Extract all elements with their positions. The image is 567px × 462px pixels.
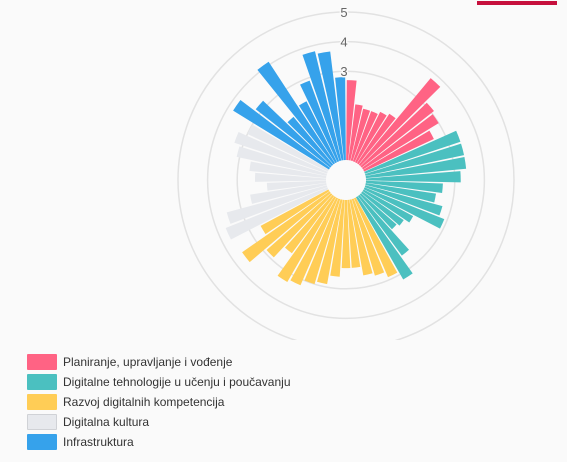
bar-0-7[interactable] xyxy=(360,102,434,168)
legend-swatch xyxy=(27,353,57,370)
bar-0-3[interactable] xyxy=(352,111,378,162)
header-accent-bar xyxy=(477,1,557,5)
bar-0-4[interactable] xyxy=(354,111,387,164)
bar-1-10[interactable] xyxy=(359,193,397,230)
bar-3-8[interactable] xyxy=(247,124,329,172)
bar-4-3[interactable] xyxy=(257,61,336,165)
bar-4-5[interactable] xyxy=(300,80,340,162)
bar-2-6[interactable] xyxy=(316,199,343,285)
legend-label: Planiranje, upravljanje i vođenje xyxy=(63,354,233,369)
bar-0-2[interactable] xyxy=(350,108,371,162)
legend-label: Digitalne tehnologije u učenju i poučava… xyxy=(63,374,291,389)
legend-label: Razvoj digitalnih kompetencija xyxy=(63,394,225,409)
bar-4-4[interactable] xyxy=(298,101,338,164)
bar-4-1[interactable] xyxy=(255,100,332,168)
bar-1-11[interactable] xyxy=(357,194,410,256)
bar-1-2[interactable] xyxy=(365,156,467,179)
legend-swatch xyxy=(27,413,57,430)
bar-1-8[interactable] xyxy=(362,189,414,223)
bar-2-8[interactable] xyxy=(290,197,339,286)
bar-3-4[interactable] xyxy=(254,172,327,182)
bar-2-1[interactable] xyxy=(351,198,385,276)
legend-swatch xyxy=(27,393,57,410)
bar-2-2[interactable] xyxy=(349,199,373,276)
bar-0-8[interactable] xyxy=(361,114,439,170)
bar-3-7[interactable] xyxy=(234,131,328,174)
legend-item-4[interactable]: Infrastruktura xyxy=(27,432,291,451)
tick-label-5: 5 xyxy=(340,5,347,20)
legend-swatch xyxy=(27,373,57,390)
chart-legend: Planiranje, upravljanje i vođenje Digital… xyxy=(27,352,291,452)
grid-circle-4 xyxy=(206,40,486,320)
legend-swatch xyxy=(27,433,57,450)
tick-label-3: 3 xyxy=(340,64,347,79)
bar-2-5[interactable] xyxy=(330,199,345,277)
bar-2-13[interactable] xyxy=(260,189,330,235)
legend-label: Digitalna kultura xyxy=(63,414,150,429)
bar-1-4[interactable] xyxy=(365,180,443,194)
bar-0-1[interactable] xyxy=(348,104,363,161)
bar-1-7[interactable] xyxy=(363,187,445,229)
polar-area-chart: 3 4 5 xyxy=(177,4,515,340)
bar-1-12[interactable] xyxy=(355,196,413,280)
bar-2-0[interactable] xyxy=(353,197,398,278)
bar-2-12[interactable] xyxy=(242,191,331,263)
polar-chart: 3 4 5 xyxy=(177,4,515,340)
bar-4-6[interactable] xyxy=(302,51,342,162)
bar-2-11[interactable] xyxy=(266,193,333,258)
bar-0-0[interactable] xyxy=(346,80,357,161)
legend-item-1[interactable]: Digitalne tehnologije u učenju i poučava… xyxy=(27,372,291,391)
bar-1-1[interactable] xyxy=(365,143,465,176)
bar-3-5[interactable] xyxy=(249,161,327,179)
legend-label: Infrastruktura xyxy=(63,434,134,449)
bar-2-4[interactable] xyxy=(341,199,351,269)
bar-0-9[interactable] xyxy=(363,130,434,172)
bar-0-5[interactable] xyxy=(356,113,396,165)
bar-4-7[interactable] xyxy=(317,51,344,161)
bar-4-8[interactable] xyxy=(335,77,346,161)
tick-label-4: 4 xyxy=(340,35,347,50)
bar-3-0[interactable] xyxy=(225,187,329,240)
bar-4-2[interactable] xyxy=(287,116,334,166)
grid-circle-5 xyxy=(177,11,515,340)
bar-2-3[interactable] xyxy=(347,199,361,268)
bar-0-6[interactable] xyxy=(358,78,441,166)
bar-1-0[interactable] xyxy=(364,130,461,174)
bar-1-9[interactable] xyxy=(361,191,404,226)
bar-2-9[interactable] xyxy=(277,196,337,283)
legend-item-2[interactable]: Razvoj digitalnih kompetencija xyxy=(27,392,291,411)
bar-1-3[interactable] xyxy=(365,171,461,183)
bar-4-0[interactable] xyxy=(233,99,331,170)
bar-3-6[interactable] xyxy=(236,146,327,176)
bar-3-3[interactable] xyxy=(266,180,327,191)
bar-1-6[interactable] xyxy=(364,185,443,216)
bar-1-5[interactable] xyxy=(365,183,437,203)
legend-item-0[interactable]: Planiranje, upravljanje i vođenje xyxy=(27,352,291,371)
legend-item-3[interactable]: Digitalna kultura xyxy=(27,412,291,431)
bar-2-7[interactable] xyxy=(304,198,341,285)
bar-2-10[interactable] xyxy=(284,194,335,254)
bar-3-2[interactable] xyxy=(250,183,327,204)
bar-3-1[interactable] xyxy=(226,185,328,224)
